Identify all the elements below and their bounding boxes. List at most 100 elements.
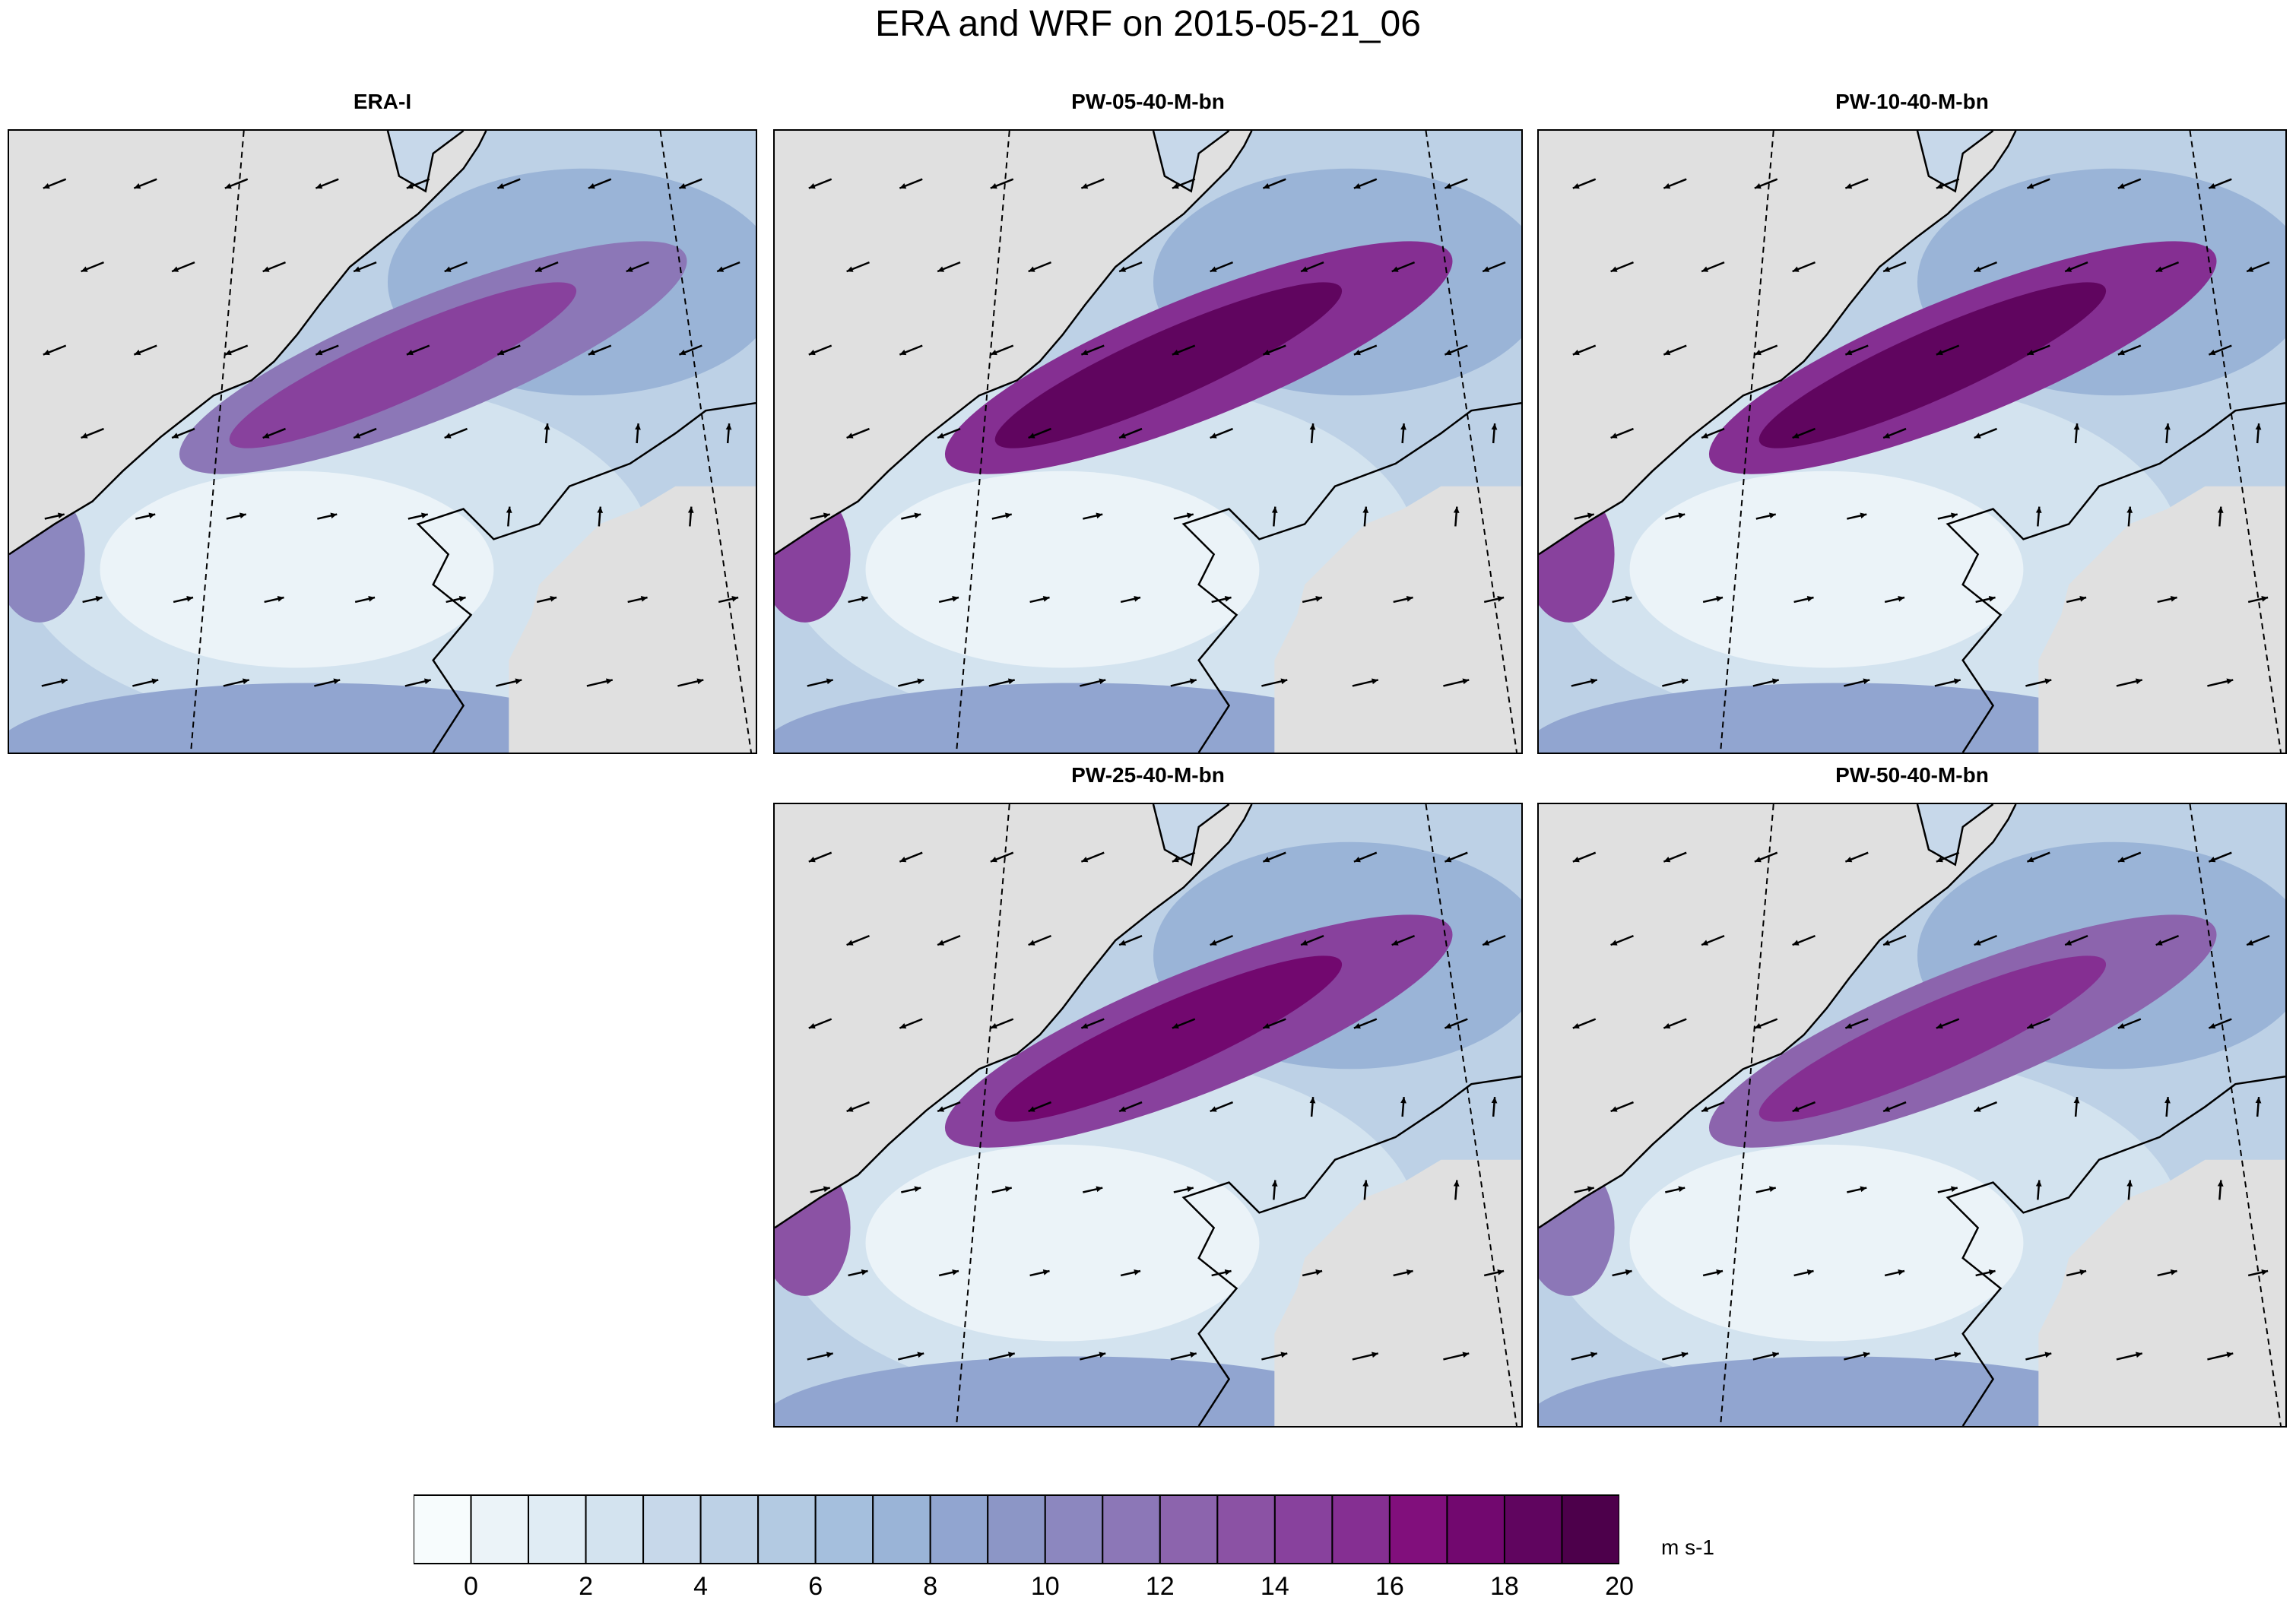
bay-water (1917, 131, 1993, 192)
wind-vector-arrowhead (2044, 1352, 2052, 1358)
wind-vector-arrowhead (899, 183, 907, 189)
wind-vector-arrowhead (1172, 183, 1179, 189)
wind-vector-arrowhead (1572, 857, 1580, 863)
wind-vector-arrowhead (731, 596, 739, 602)
wind-vector-arrowhead (1663, 857, 1671, 863)
wind-vector-arrowhead (826, 1352, 833, 1358)
wind-vector-arrowhead (2035, 506, 2042, 513)
wind-vector-arrowhead (1028, 266, 1035, 272)
wind-vector-arrowhead (990, 857, 997, 863)
wind-vector-arrowhead (1187, 1186, 1194, 1193)
wind-vector-arrowhead (2079, 596, 2087, 602)
wind-vector-arrowhead (330, 512, 338, 519)
wind-vector-arrowhead (1119, 433, 1127, 439)
wind-vector-arrowhead (1792, 1106, 1800, 1112)
wind-vector-arrowhead (1445, 349, 1452, 356)
meridian-line (2189, 804, 2282, 1426)
wind-vector-arrowhead (914, 512, 921, 519)
bay-water (387, 131, 464, 192)
wind-vector-arrowhead (1883, 266, 1891, 272)
wind-vector-arrowhead (717, 266, 725, 272)
wind-vector-arrowhead (2027, 857, 2034, 863)
wind-vector-arrowhead (151, 678, 159, 685)
wind-vector-arrowhead (224, 183, 232, 189)
colorbar-tick-label: 18 (1490, 1572, 1519, 1601)
wind-vector-arrowhead (262, 266, 270, 272)
wind-vector-arrowhead (1081, 857, 1089, 863)
wind-vector-arrowhead (1754, 1022, 1762, 1029)
wind-vector-arrowhead (1081, 1022, 1089, 1029)
wind-vector-arrowhead (1898, 596, 1905, 602)
map-panel-era (8, 129, 757, 754)
panel-title-era: ERA-I (353, 90, 412, 113)
bay-water (1153, 804, 1229, 865)
wind-vector-arrowhead (1119, 940, 1127, 946)
wind-vector-arrowhead (1453, 506, 1460, 513)
wind-vector-arrowhead (823, 1186, 830, 1193)
wind-vector-arrowhead (808, 1022, 816, 1029)
wind-vector-arrowhead (1663, 183, 1671, 189)
wind-vector-arrowhead (861, 1269, 868, 1276)
wind-vector-arrowhead (2073, 1097, 2080, 1104)
wind-vector-arrowhead (1353, 1022, 1361, 1029)
wind-vector-arrowhead (2226, 1352, 2234, 1358)
colorbar-tick-label: 20 (1605, 1572, 1634, 1601)
wind-vector-arrowhead (242, 678, 249, 685)
land-area-southeast (1274, 486, 1521, 753)
wind-vector-arrowhead (2164, 423, 2171, 430)
colorbar-swatch (1273, 1494, 1334, 1564)
wind-vector-arrowhead (1625, 596, 1632, 602)
figure-title: ERA and WRF on 2015-05-21_06 (875, 4, 1421, 44)
wind-vector-arrowhead (60, 678, 68, 685)
calm-wind-region (865, 471, 1260, 668)
wind-vector-arrowhead (2261, 596, 2269, 602)
wind-vector-arrowhead (2136, 678, 2142, 685)
land-area-north (775, 804, 1252, 1228)
coastline (9, 131, 487, 556)
wind-vector-arrowhead (172, 433, 179, 439)
wind-vector-arrowhead (1309, 423, 1316, 430)
colorbar-swatch (1159, 1494, 1219, 1564)
wind-vector-arrowhead (1172, 857, 1179, 863)
wind-vector-arrowhead (2217, 506, 2224, 513)
coastline (416, 402, 756, 753)
wind-vector-arrowhead (899, 857, 907, 863)
meridian-line (659, 131, 753, 753)
wind-vector-arrowhead (1134, 1269, 1141, 1276)
wind-vector-arrowhead (1863, 678, 1870, 685)
wind-vector-arrowhead (354, 266, 361, 272)
wind-vector-arrowhead (597, 506, 604, 513)
wind-vector-arrowhead (1263, 1022, 1270, 1029)
wind-vector-arrowhead (550, 596, 557, 602)
wind-vector-arrowhead (1224, 1269, 1232, 1276)
colorbar-swatch (757, 1494, 817, 1564)
wind-vector-arrowhead (917, 678, 924, 685)
wind-vector-arrowhead (444, 266, 452, 272)
calm-wind-region (1629, 1144, 2024, 1342)
wind-vector-arrowhead (2044, 678, 2052, 685)
wind-vector-arrowhead (1572, 1022, 1580, 1029)
wind-vector-arrowhead (2065, 940, 2072, 946)
wind-vector-arrowhead (1210, 1106, 1217, 1112)
colorbar-swatch (528, 1494, 587, 1564)
wind-vector-arrowhead (2136, 1352, 2142, 1358)
coastline (1539, 804, 2017, 1229)
wind-vector-arrowhead (1406, 596, 1413, 602)
wind-vector-arrowhead (937, 266, 945, 272)
meridian-line (2189, 131, 2282, 753)
wind-vector-arrowhead (1081, 183, 1089, 189)
wind-vector-arrowhead (1134, 596, 1141, 602)
panel-title-pw10: PW-10-40-M-bn (1835, 90, 1989, 113)
wind-vector-arrowhead (1936, 857, 1943, 863)
calm-wind-region (865, 1144, 1260, 1342)
wind-vector-arrowhead (1372, 1352, 1378, 1358)
wind-vector-arrowhead (1572, 349, 1580, 356)
wind-vector-arrowhead (406, 349, 414, 356)
wind-speed-map-pw10 (1539, 131, 2285, 753)
jet-core (1758, 955, 2107, 1122)
wind-vector-arrowhead (1099, 678, 1106, 685)
wind-vector-arrowhead (1625, 1269, 1632, 1276)
coastline (1181, 402, 1521, 753)
wind-speed-map-era (9, 131, 756, 753)
wind-vector-arrowhead (1301, 940, 1308, 946)
